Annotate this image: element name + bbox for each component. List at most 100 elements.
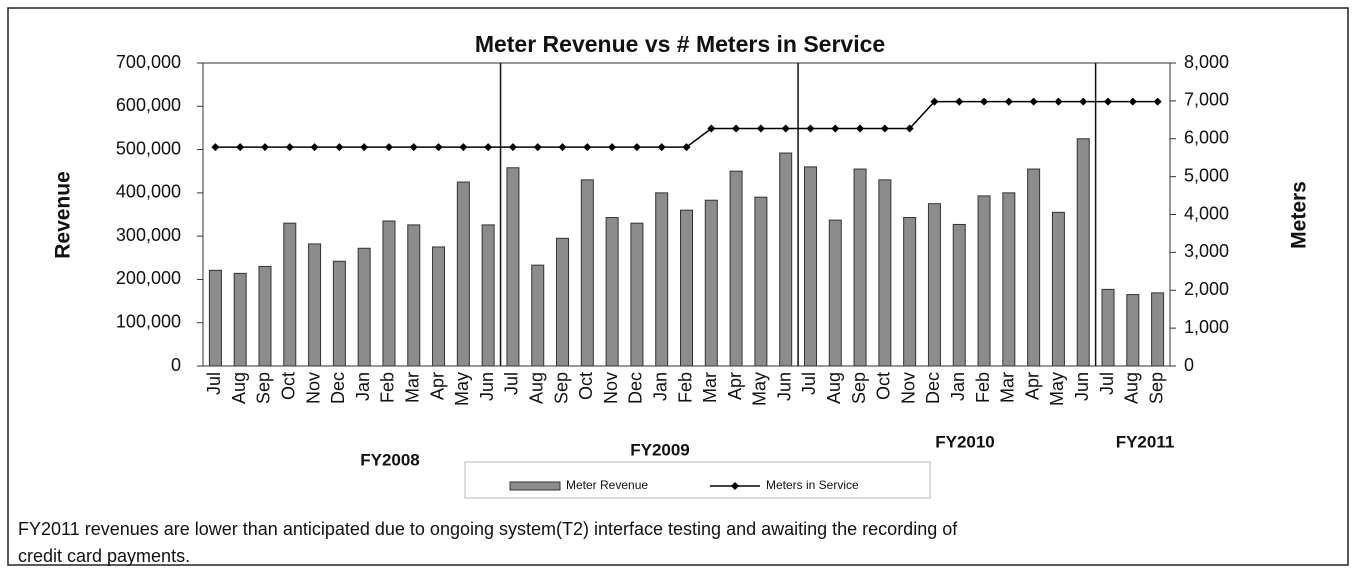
x-tick-label: Aug bbox=[1122, 372, 1142, 404]
y2-tick-label: 8,000 bbox=[1184, 52, 1229, 72]
y-tick-label: 500,000 bbox=[116, 138, 181, 158]
marker bbox=[583, 143, 592, 152]
x-tick-label: Nov bbox=[303, 372, 323, 404]
x-tick-label: Jan bbox=[353, 372, 373, 401]
bar bbox=[828, 219, 842, 367]
bar bbox=[630, 222, 644, 367]
y-tick-label: 0 bbox=[171, 355, 181, 375]
y-tick-label: 400,000 bbox=[116, 182, 181, 202]
x-tick-label: Nov bbox=[898, 372, 918, 404]
x-tick-label: Mar bbox=[403, 372, 423, 403]
bar bbox=[432, 246, 446, 367]
x-tick-label: May bbox=[750, 372, 770, 406]
bar bbox=[729, 170, 743, 367]
y2-tick-label: 0 bbox=[1184, 355, 1194, 375]
x-tick-label: Sep bbox=[849, 372, 869, 404]
y-tick-label: 100,000 bbox=[116, 311, 181, 331]
x-tick-label: Sep bbox=[551, 372, 571, 404]
group-label: FY2010 bbox=[935, 432, 995, 451]
y-tick-label: 600,000 bbox=[116, 95, 181, 115]
x-tick-label: Oct bbox=[874, 372, 894, 400]
bar bbox=[605, 217, 619, 367]
x-tick-label: Jun bbox=[774, 372, 794, 401]
y-tick-label: 300,000 bbox=[116, 225, 181, 245]
y-axis-title: Revenue bbox=[52, 171, 75, 259]
legend-marker bbox=[731, 482, 739, 490]
y2-tick-label: 4,000 bbox=[1184, 203, 1229, 223]
y2-axis-title: Meters bbox=[1288, 181, 1311, 249]
x-tick-label: Aug bbox=[824, 372, 844, 404]
marker bbox=[880, 124, 889, 133]
bar bbox=[283, 222, 297, 367]
line bbox=[215, 100, 1158, 148]
marker bbox=[384, 143, 393, 152]
marker bbox=[756, 124, 765, 133]
y-tick-label: 700,000 bbox=[116, 52, 181, 72]
bar bbox=[704, 199, 718, 367]
bar bbox=[332, 260, 346, 367]
marker bbox=[211, 143, 220, 152]
bar bbox=[655, 192, 669, 367]
marker bbox=[459, 143, 468, 152]
marker bbox=[508, 143, 517, 152]
y2-tick-label: 3,000 bbox=[1184, 241, 1229, 261]
y2-tick-label: 1,000 bbox=[1184, 317, 1229, 337]
marker bbox=[335, 143, 344, 152]
x-tick-label: Dec bbox=[923, 372, 943, 404]
marker bbox=[781, 124, 790, 133]
x-tick-label: Oct bbox=[279, 372, 299, 400]
bar bbox=[308, 243, 322, 367]
bar bbox=[1101, 288, 1115, 367]
bar bbox=[481, 224, 495, 367]
x-tick-label: Apr bbox=[725, 372, 745, 400]
legend-label: Meter Revenue bbox=[566, 478, 648, 492]
x-tick-label: Aug bbox=[526, 372, 546, 404]
bar bbox=[952, 223, 966, 367]
marker bbox=[533, 143, 542, 152]
marker bbox=[905, 124, 914, 133]
legend-box bbox=[464, 461, 931, 499]
y2-tick-label: 5,000 bbox=[1184, 165, 1229, 185]
legend-label: Meters in Service bbox=[766, 478, 859, 492]
marker bbox=[310, 143, 319, 152]
bar bbox=[853, 168, 867, 367]
x-tick-label: Nov bbox=[601, 372, 621, 404]
marker bbox=[434, 143, 443, 152]
y-tick-label: 200,000 bbox=[116, 268, 181, 288]
group-label: FY2008 bbox=[360, 450, 420, 469]
bar bbox=[357, 247, 371, 367]
marker bbox=[1104, 97, 1113, 106]
marker bbox=[236, 143, 245, 152]
bar bbox=[1151, 292, 1165, 367]
x-tick-label: Apr bbox=[427, 372, 447, 400]
x-tick-label: Jul bbox=[1097, 372, 1117, 395]
marker bbox=[1128, 97, 1137, 106]
bar bbox=[407, 224, 421, 367]
bar bbox=[680, 209, 693, 367]
bar bbox=[927, 203, 941, 367]
y2-tick-label: 7,000 bbox=[1184, 90, 1229, 110]
marker bbox=[856, 124, 865, 133]
marker bbox=[682, 143, 691, 152]
marker bbox=[732, 124, 741, 133]
group-label: FY2011 bbox=[1116, 432, 1175, 451]
marker bbox=[1004, 97, 1013, 106]
x-tick-label: Jan bbox=[948, 372, 968, 401]
bar bbox=[258, 265, 272, 367]
marker bbox=[831, 124, 840, 133]
caption-line: credit card payments. bbox=[18, 546, 190, 566]
marker bbox=[608, 143, 617, 152]
bar bbox=[903, 217, 917, 367]
marker bbox=[260, 143, 269, 152]
legend-swatch bbox=[509, 481, 561, 491]
bar bbox=[878, 179, 892, 367]
y2-tick-label: 6,000 bbox=[1184, 128, 1229, 148]
group-label: FY2009 bbox=[630, 440, 690, 459]
x-tick-label: Sep bbox=[254, 372, 274, 404]
marker bbox=[806, 124, 815, 133]
marker bbox=[360, 143, 369, 152]
bar bbox=[580, 179, 594, 367]
marker bbox=[409, 143, 418, 152]
marker bbox=[1153, 97, 1162, 106]
